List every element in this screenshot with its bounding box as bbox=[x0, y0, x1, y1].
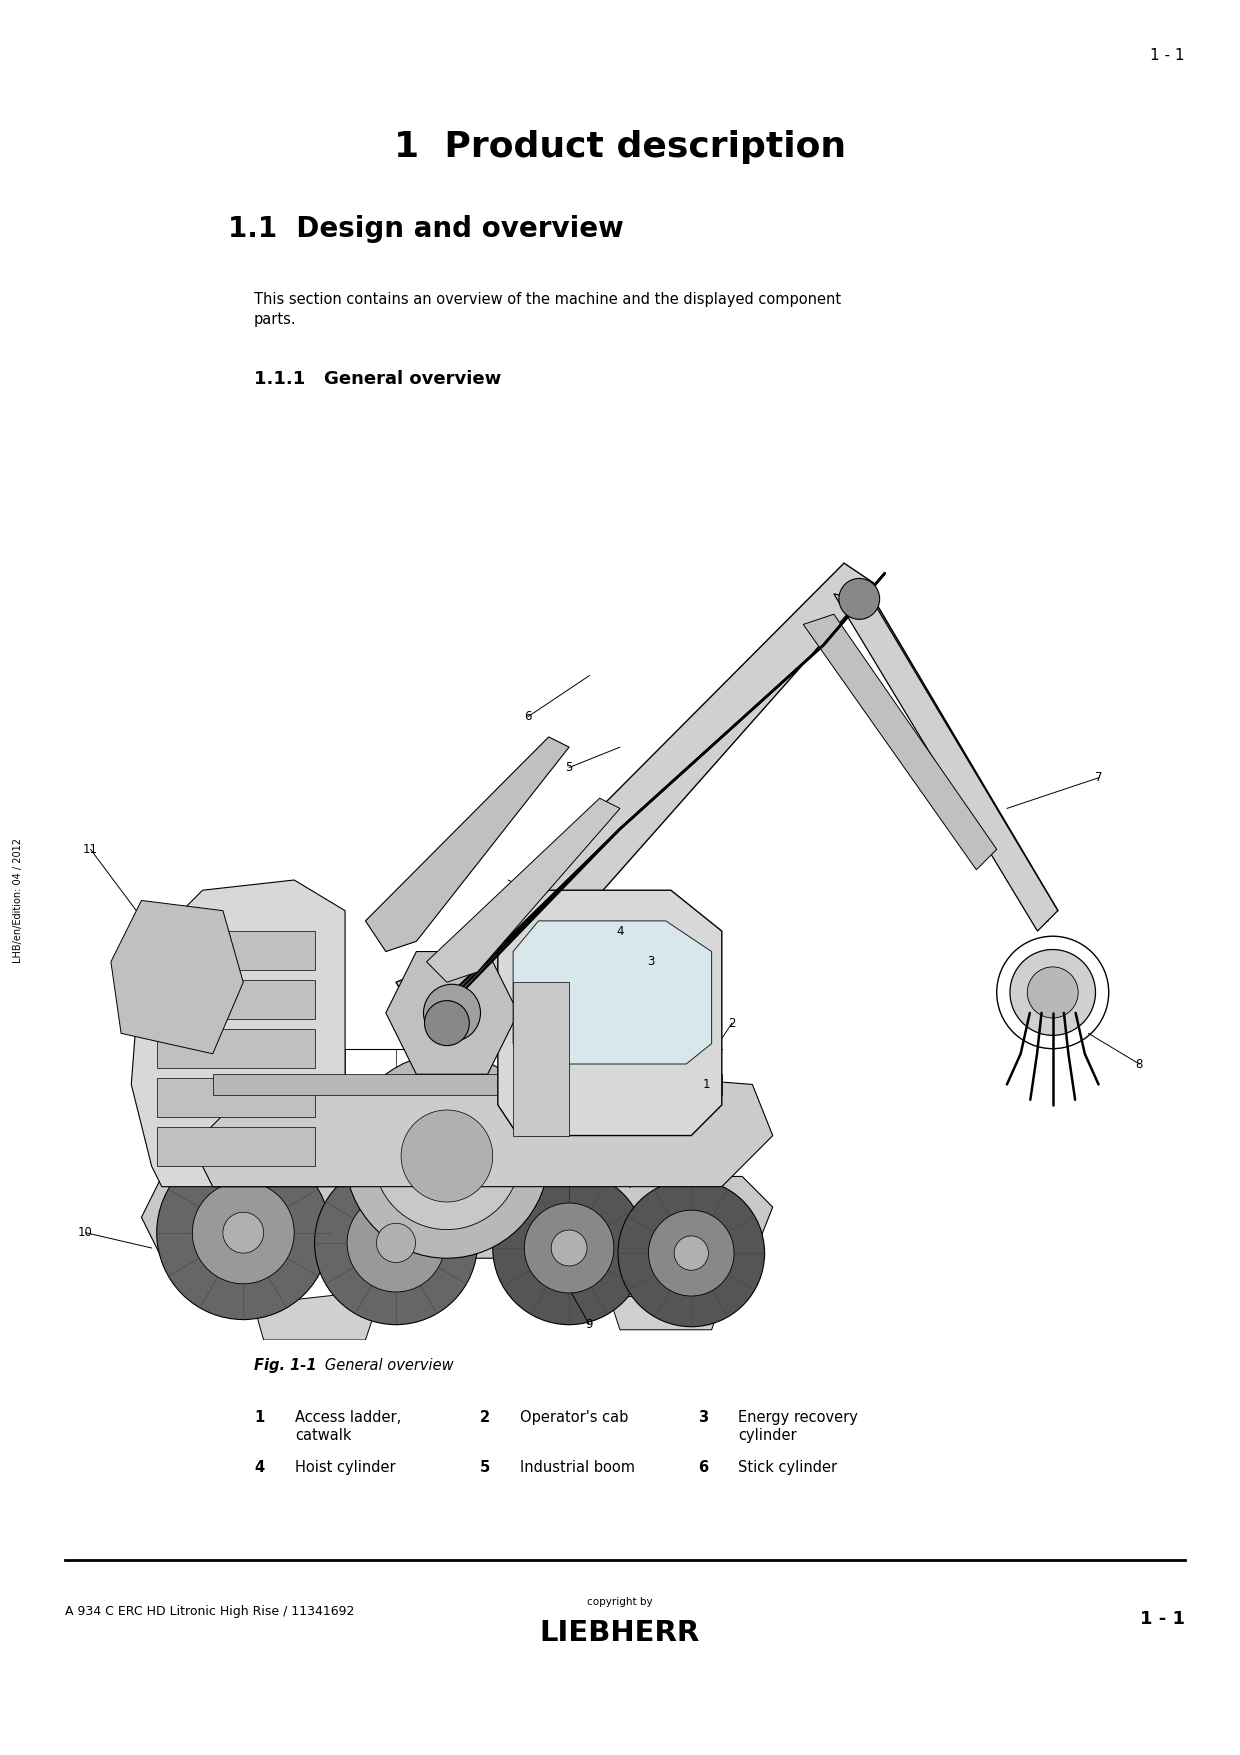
Circle shape bbox=[649, 1211, 734, 1295]
Polygon shape bbox=[141, 1176, 773, 1258]
Text: Industrial boom: Industrial boom bbox=[520, 1460, 635, 1474]
Text: 6: 6 bbox=[698, 1460, 708, 1474]
Polygon shape bbox=[156, 1127, 315, 1167]
Text: Fig. 1-1: Fig. 1-1 bbox=[254, 1358, 316, 1372]
Text: 5: 5 bbox=[480, 1460, 490, 1474]
Text: This section contains an overview of the machine and the displayed component: This section contains an overview of the… bbox=[254, 291, 841, 307]
Text: A 934 C ERC HD Litronic High Rise / 11341692: A 934 C ERC HD Litronic High Rise / 1134… bbox=[64, 1606, 355, 1618]
Text: 1: 1 bbox=[703, 1078, 711, 1092]
Text: 2: 2 bbox=[480, 1409, 490, 1425]
Text: 11: 11 bbox=[83, 842, 98, 856]
Text: LHB/en/Edition: 04 / 2012: LHB/en/Edition: 04 / 2012 bbox=[12, 837, 24, 962]
Polygon shape bbox=[513, 921, 712, 1064]
Circle shape bbox=[618, 1179, 765, 1327]
Polygon shape bbox=[213, 1074, 722, 1095]
Text: 1: 1 bbox=[254, 1409, 264, 1425]
Text: 6: 6 bbox=[525, 711, 532, 723]
Text: 3: 3 bbox=[647, 955, 655, 969]
Text: catwalk: catwalk bbox=[295, 1429, 351, 1443]
Circle shape bbox=[345, 1053, 549, 1258]
Circle shape bbox=[551, 1230, 587, 1265]
Polygon shape bbox=[156, 1078, 315, 1118]
Text: 8: 8 bbox=[1136, 1058, 1143, 1071]
Polygon shape bbox=[156, 1028, 315, 1069]
Text: Energy recovery: Energy recovery bbox=[738, 1409, 858, 1425]
Text: LIEBHERR: LIEBHERR bbox=[539, 1620, 701, 1646]
Circle shape bbox=[373, 1083, 521, 1230]
Polygon shape bbox=[497, 890, 722, 1135]
Text: 7: 7 bbox=[1095, 770, 1102, 784]
Polygon shape bbox=[156, 932, 315, 971]
Text: Stick cylinder: Stick cylinder bbox=[738, 1460, 837, 1474]
Polygon shape bbox=[192, 1074, 773, 1186]
Polygon shape bbox=[833, 593, 1058, 932]
Text: 1 - 1: 1 - 1 bbox=[1140, 1609, 1185, 1629]
Text: 4: 4 bbox=[616, 925, 624, 937]
Text: Hoist cylinder: Hoist cylinder bbox=[295, 1460, 396, 1474]
Circle shape bbox=[223, 1213, 264, 1253]
Circle shape bbox=[424, 985, 481, 1041]
Circle shape bbox=[1027, 967, 1079, 1018]
Text: Access ladder,: Access ladder, bbox=[295, 1409, 402, 1425]
Text: General overview: General overview bbox=[311, 1358, 454, 1372]
Text: 2: 2 bbox=[728, 1016, 735, 1030]
Polygon shape bbox=[110, 900, 243, 1053]
Polygon shape bbox=[396, 563, 874, 1044]
Polygon shape bbox=[131, 879, 345, 1186]
Circle shape bbox=[492, 1171, 646, 1325]
Circle shape bbox=[156, 1146, 330, 1320]
Circle shape bbox=[525, 1202, 614, 1293]
Text: 4: 4 bbox=[254, 1460, 264, 1474]
Text: 1  Product description: 1 Product description bbox=[394, 130, 846, 163]
Circle shape bbox=[377, 1223, 415, 1262]
Text: 1.1.1   General overview: 1.1.1 General overview bbox=[254, 370, 501, 388]
Circle shape bbox=[675, 1236, 708, 1271]
Text: 1 - 1: 1 - 1 bbox=[1151, 47, 1185, 63]
Polygon shape bbox=[1038, 951, 1068, 983]
Text: 3: 3 bbox=[698, 1409, 708, 1425]
Text: parts.: parts. bbox=[254, 312, 296, 326]
Circle shape bbox=[347, 1193, 445, 1292]
Circle shape bbox=[401, 1109, 492, 1202]
Text: 5: 5 bbox=[565, 762, 573, 774]
Polygon shape bbox=[610, 1288, 722, 1330]
Circle shape bbox=[424, 1000, 469, 1046]
Polygon shape bbox=[156, 981, 315, 1020]
Polygon shape bbox=[513, 983, 569, 1135]
Circle shape bbox=[839, 579, 879, 620]
Polygon shape bbox=[386, 951, 518, 1074]
Text: 9: 9 bbox=[585, 1318, 593, 1330]
Text: copyright by: copyright by bbox=[588, 1597, 652, 1608]
Text: Operator's cab: Operator's cab bbox=[520, 1409, 629, 1425]
Circle shape bbox=[192, 1181, 294, 1283]
Circle shape bbox=[315, 1162, 477, 1325]
Polygon shape bbox=[366, 737, 569, 951]
Polygon shape bbox=[427, 799, 620, 983]
Text: 10: 10 bbox=[78, 1227, 93, 1239]
Polygon shape bbox=[804, 614, 997, 870]
Text: 1.1  Design and overview: 1.1 Design and overview bbox=[228, 216, 624, 242]
Circle shape bbox=[1009, 949, 1095, 1035]
Polygon shape bbox=[253, 1293, 376, 1341]
Text: cylinder: cylinder bbox=[738, 1429, 796, 1443]
